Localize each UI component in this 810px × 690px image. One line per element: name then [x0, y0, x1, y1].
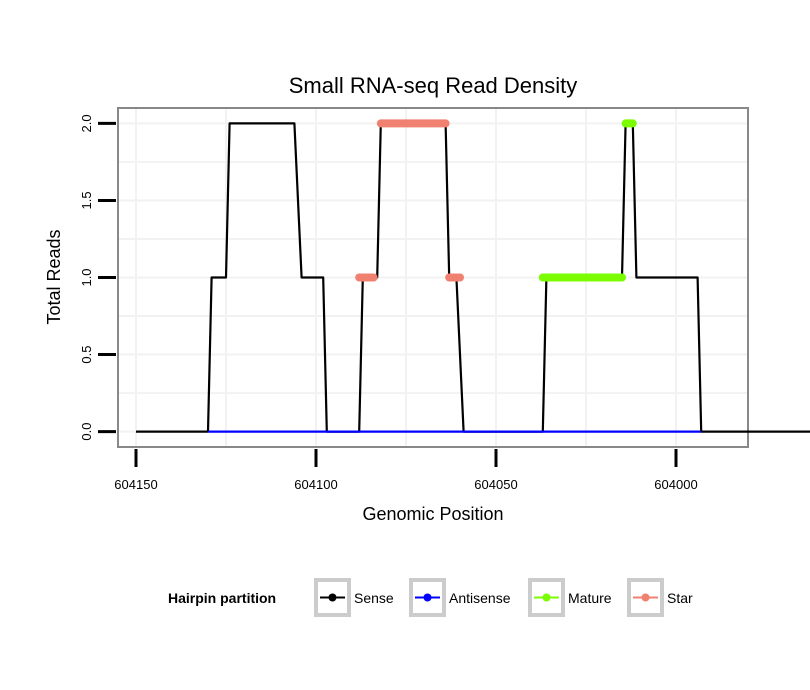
x-tick-label: 604150 [114, 477, 157, 492]
grid-lines [118, 108, 748, 447]
chart-title: Small RNA-seq Read Density [289, 73, 578, 98]
legend-item-antisense: Antisense [409, 578, 511, 617]
x-tick-label: 604050 [474, 477, 517, 492]
legend-label-star: Star [667, 590, 693, 606]
legend-label-sense: Sense [354, 590, 394, 606]
legend-key-dot [423, 593, 432, 602]
legend-label-antisense: Antisense [449, 590, 511, 606]
legend: Hairpin partition Sense Antisense Mature St… [168, 578, 693, 617]
y-tick-label: 2.0 [79, 114, 94, 132]
y-tick-label: 1.5 [79, 191, 94, 209]
legend-item-mature: Mature [528, 578, 612, 617]
y-tick-label: 1.0 [79, 268, 94, 286]
legend-key-dot [641, 593, 650, 602]
series-layer [136, 119, 810, 433]
legend-items: Sense Antisense Mature Star [314, 578, 693, 617]
legend-item-star: Star [627, 578, 693, 617]
legend-label-mature: Mature [568, 590, 612, 606]
y-axis-title: Total Reads [44, 229, 64, 324]
legend-key-dot [542, 593, 551, 602]
y-tick-label: 0.5 [79, 346, 94, 364]
x-tick-label: 604000 [654, 477, 697, 492]
legend-title: Hairpin partition [168, 590, 276, 606]
legend-key-dot [328, 593, 337, 602]
plot-panel-border [117, 107, 749, 448]
legend-item-sense: Sense [314, 578, 394, 617]
x-tick-label: 604100 [294, 477, 337, 492]
y-tick-label: 0.0 [79, 423, 94, 441]
axes-layer: 0.0 0.5 1.0 1.5 2.0 604150 604100 604050 604000 [79, 114, 698, 492]
x-axis-title: Genomic Position [362, 504, 503, 524]
